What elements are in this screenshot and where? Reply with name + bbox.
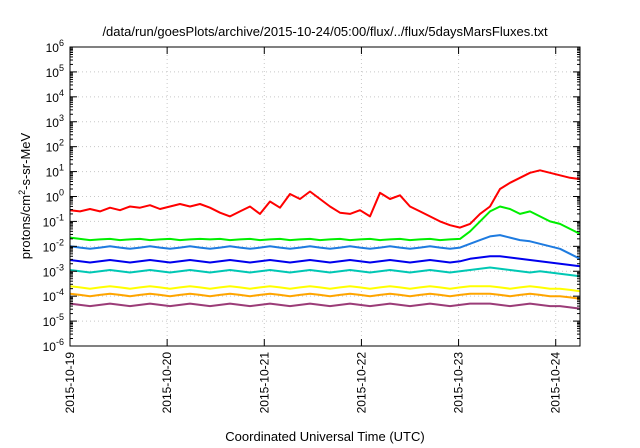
y-tick-label: 100 — [46, 188, 64, 205]
y-tick-labels: 10-610-510-410-310-210-11001011021031041… — [43, 38, 64, 354]
y-tick-label-exponent: -3 — [56, 262, 64, 272]
y-tick-label-base: 10 — [43, 265, 57, 279]
x-tick-label: 2015-10-20 — [160, 352, 174, 414]
y-tick-label: 10-6 — [43, 337, 64, 354]
y-axis-label-exponent: 2 — [17, 190, 27, 195]
y-tick-label: 10-1 — [43, 212, 64, 229]
y-tick-label-exponent: -1 — [56, 212, 64, 222]
series-line-2 — [69, 205, 581, 242]
x-axis-label: Coordinated Universal Time (UTC) — [225, 429, 424, 444]
series-line-8 — [69, 302, 581, 310]
grid — [70, 47, 580, 346]
y-tick-label: 101 — [46, 163, 64, 180]
series-layer — [69, 169, 581, 310]
y-tick-label-base: 10 — [46, 116, 60, 130]
y-axis-label-base: protons/cm — [18, 195, 33, 259]
series-line-4 — [69, 255, 581, 268]
y-tick-label: 10-4 — [43, 287, 64, 304]
y-tick-label-base: 10 — [46, 191, 60, 205]
y-tick-label: 105 — [46, 63, 64, 80]
series-line-7 — [69, 292, 581, 300]
y-tick-label-base: 10 — [43, 315, 57, 329]
x-tick-labels: 2015-10-19 2015-10-20 2015-10-21 2015-10-22… — [63, 352, 563, 414]
y-tick-label-exponent: 3 — [59, 113, 64, 123]
chart-title: /data/run/goesPlots/archive/2015-10-24/0… — [102, 24, 548, 39]
y-tick-label: 10-3 — [43, 262, 64, 279]
series-line-5 — [69, 266, 581, 278]
ticks — [69, 46, 580, 347]
x-tick-label: 2015-10-21 — [257, 352, 271, 414]
y-tick-label: 10-2 — [43, 237, 64, 254]
y-tick-label: 103 — [46, 113, 64, 130]
y-axis-label-rest: -s-sr-MeV — [18, 132, 33, 189]
y-tick-label-base: 10 — [43, 290, 57, 304]
x-tick-label: 2015-10-19 — [63, 352, 77, 414]
y-tick-label-base: 10 — [43, 215, 57, 229]
series-line-1 — [69, 169, 581, 229]
y-tick-label-base: 10 — [46, 41, 60, 55]
series-line-3 — [69, 234, 581, 260]
y-tick-label-base: 10 — [46, 91, 60, 105]
y-axis-label: protons/cm2-s-sr-MeV — [17, 132, 33, 259]
y-tick-label-base: 10 — [43, 340, 57, 354]
y-tick-label-exponent: -6 — [56, 337, 64, 347]
y-tick-label-exponent: 4 — [59, 88, 64, 98]
x-tick-label: 2015-10-23 — [452, 352, 466, 414]
y-tick-label-exponent: 1 — [59, 163, 64, 173]
y-tick-label: 10-5 — [43, 312, 64, 329]
series-line-6 — [69, 285, 581, 293]
y-tick-label-exponent: 6 — [59, 38, 64, 48]
y-tick-label: 104 — [46, 88, 64, 105]
x-tick-label: 2015-10-22 — [354, 352, 368, 414]
y-tick-label-exponent: -5 — [56, 312, 64, 322]
y-tick-label-base: 10 — [46, 141, 60, 155]
y-tick-label-exponent: 5 — [59, 63, 64, 73]
y-tick-label-exponent: 0 — [59, 188, 64, 198]
x-tick-label: 2015-10-24 — [549, 352, 563, 414]
y-tick-label-exponent: -4 — [56, 287, 64, 297]
y-tick-label-base: 10 — [46, 66, 60, 80]
y-tick-label: 102 — [46, 138, 64, 155]
y-tick-label-base: 10 — [46, 166, 60, 180]
y-tick-label-exponent: -2 — [56, 237, 64, 247]
y-tick-label-base: 10 — [43, 240, 57, 254]
y-tick-label: 106 — [46, 38, 64, 55]
y-tick-label-exponent: 2 — [59, 138, 64, 148]
